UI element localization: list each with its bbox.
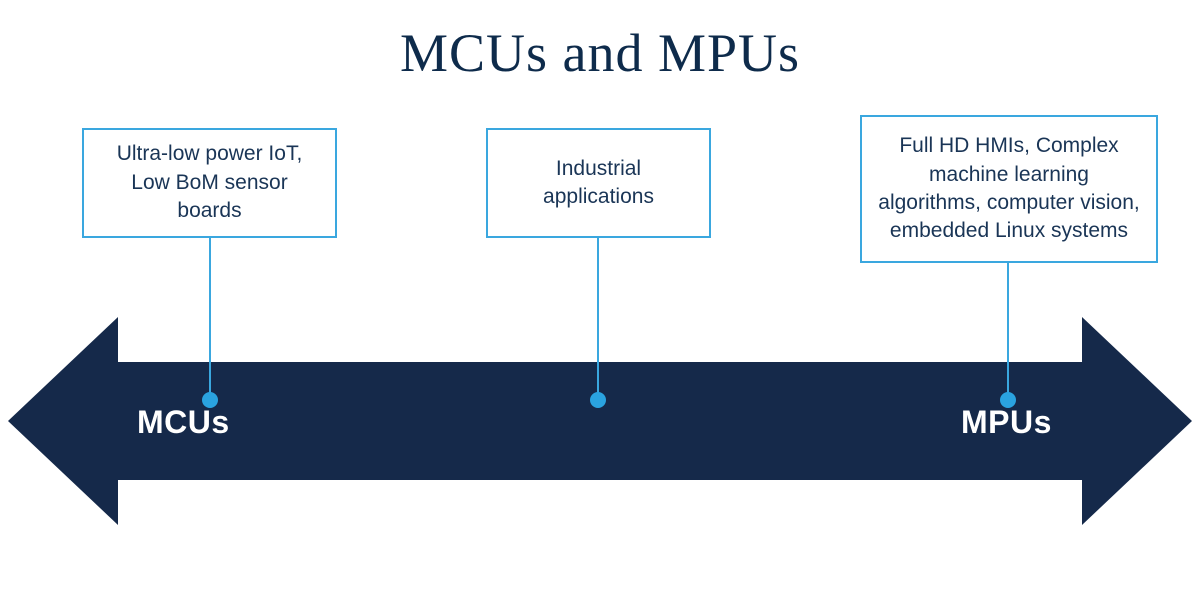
callout-center: Industrial applications bbox=[486, 128, 711, 238]
connector-line-right bbox=[1007, 263, 1009, 400]
callout-center-text: Industrial applications bbox=[502, 155, 695, 212]
arrow-label-right: MPUs bbox=[961, 404, 1052, 441]
callout-left: Ultra-low power IoT, Low BoM sensor boar… bbox=[82, 128, 337, 238]
diagram-stage: MCUs and MPUs Ultra-low power IoT, Low B… bbox=[0, 0, 1200, 600]
connector-line-center bbox=[597, 238, 599, 400]
spectrum-arrow bbox=[0, 0, 1200, 600]
callout-right: Full HD HMIs, Complex machine learning a… bbox=[860, 115, 1158, 263]
arrow-label-left: MCUs bbox=[137, 404, 230, 441]
connector-line-left bbox=[209, 238, 211, 400]
connector-dot-center bbox=[590, 392, 606, 408]
callout-left-text: Ultra-low power IoT, Low BoM sensor boar… bbox=[98, 140, 321, 225]
callout-right-text: Full HD HMIs, Complex machine learning a… bbox=[876, 132, 1142, 245]
